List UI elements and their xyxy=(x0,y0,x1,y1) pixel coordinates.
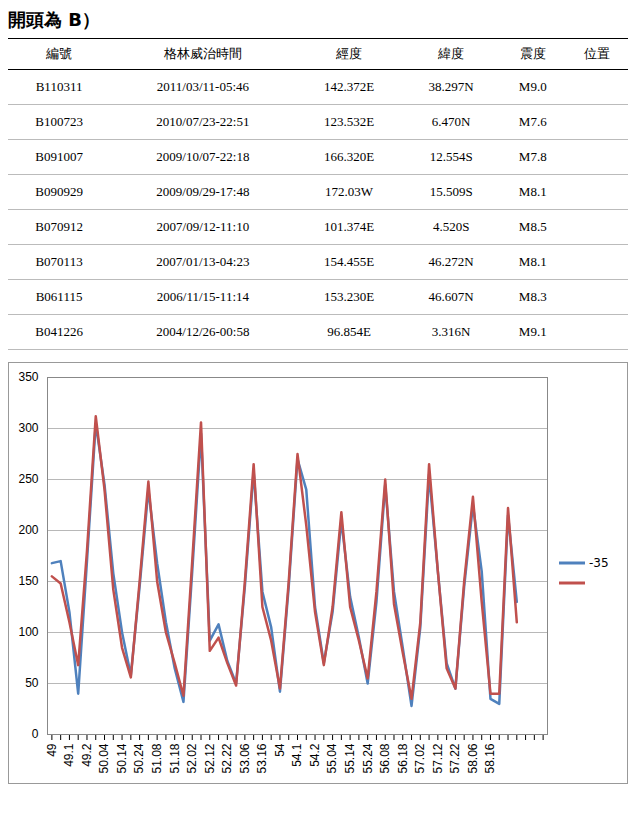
html-text:38.297N: 38.297N xyxy=(428,79,474,94)
svg-text:54.1: 54.1 xyxy=(290,743,304,767)
html-text:172.03W: 172.03W xyxy=(325,184,374,199)
html-text:2009/10/07-22:18: 2009/10/07-22:18 xyxy=(156,149,250,164)
svg-text:57.02: 57.02 xyxy=(413,743,427,773)
html-text:2011/03/11-05:46: 2011/03/11-05:46 xyxy=(156,79,249,94)
html-text:M8.1: M8.1 xyxy=(518,254,547,269)
svg-text:54.2: 54.2 xyxy=(308,743,322,767)
svg-text:300: 300 xyxy=(18,421,38,435)
svg-text:350: 350 xyxy=(18,370,38,384)
svg-text:55.04: 55.04 xyxy=(325,743,339,773)
html-text:2004/12/26-00:58: 2004/12/26-00:58 xyxy=(156,324,250,339)
svg-text:56.18: 56.18 xyxy=(396,743,410,773)
svg-text:55.24: 55.24 xyxy=(361,743,375,773)
html-text:B070113: B070113 xyxy=(35,254,83,269)
html-text:46.607N: 46.607N xyxy=(428,289,474,304)
html-text:開頭為 B）: 開頭為 B） xyxy=(8,9,100,30)
html-text:B070912: B070912 xyxy=(35,219,83,234)
html-text:2009/09/29-17:48: 2009/09/29-17:48 xyxy=(156,184,250,199)
html-text:46.272N: 46.272N xyxy=(428,254,474,269)
svg-text:56.08: 56.08 xyxy=(378,743,392,773)
html-text:6.470N: 6.470N xyxy=(431,114,471,129)
html-text:153.230E: 153.230E xyxy=(324,289,375,304)
svg-text:52.02: 52.02 xyxy=(185,743,199,773)
html-text:154.455E: 154.455E xyxy=(324,254,375,269)
svg-text:55.14: 55.14 xyxy=(343,743,357,773)
svg-text:51.18: 51.18 xyxy=(168,743,182,773)
svg-text:57.22: 57.22 xyxy=(448,743,462,773)
html-text:M8.1: M8.1 xyxy=(518,184,547,199)
html-text:編號: 編號 xyxy=(46,46,72,61)
html-text:15.509S: 15.509S xyxy=(429,184,473,199)
html-text:4.520S: 4.520S xyxy=(432,219,470,234)
html-text:2010/07/23-22:51: 2010/07/23-22:51 xyxy=(156,114,250,129)
html-text:B061115: B061115 xyxy=(35,289,83,304)
svg-text:49: 49 xyxy=(45,743,59,757)
html-text:B110311: B110311 xyxy=(35,79,83,94)
svg-text:57.12: 57.12 xyxy=(431,743,445,773)
html-text:格林威治時間: 格林威治時間 xyxy=(163,46,242,61)
svg-text:52.22: 52.22 xyxy=(220,743,234,773)
html-text:123.532E: 123.532E xyxy=(324,114,375,129)
html-text:B100723: B100723 xyxy=(35,114,83,129)
svg-text:250: 250 xyxy=(18,472,38,486)
html-text:2007/01/13-04:23: 2007/01/13-04:23 xyxy=(156,254,250,269)
html-text:166.320E: 166.320E xyxy=(324,149,375,164)
svg-text:0: 0 xyxy=(32,727,39,741)
svg-text:50: 50 xyxy=(25,676,39,690)
html-text:位置: 位置 xyxy=(583,46,610,61)
html-text:M9.0: M9.0 xyxy=(518,79,547,94)
html-text:96.854E: 96.854E xyxy=(327,324,371,339)
svg-text:200: 200 xyxy=(18,523,38,537)
svg-text:50.24: 50.24 xyxy=(132,743,146,773)
html-text:M9.1: M9.1 xyxy=(518,324,547,339)
html-text:12.554S: 12.554S xyxy=(429,149,473,164)
svg-text:50.14: 50.14 xyxy=(115,743,129,773)
html-text:M8.5: M8.5 xyxy=(518,219,547,234)
svg-text:58.16: 58.16 xyxy=(483,743,497,773)
html-text:101.374E: 101.374E xyxy=(324,219,375,234)
svg-text:53.16: 53.16 xyxy=(255,743,269,773)
html-text:142.372E: 142.372E xyxy=(324,79,375,94)
html-text:B090929: B090929 xyxy=(35,184,83,199)
svg-text:51.08: 51.08 xyxy=(150,743,164,773)
html-text:M7.8: M7.8 xyxy=(518,149,547,164)
svg-text:53.06: 53.06 xyxy=(238,743,252,773)
html-text:M8.3: M8.3 xyxy=(518,289,547,304)
html-text:經度: 經度 xyxy=(336,46,363,61)
svg-text:49.2: 49.2 xyxy=(80,743,94,767)
html-text:緯度: 緯度 xyxy=(438,46,465,61)
svg-text:150: 150 xyxy=(18,574,38,588)
svg-text:54: 54 xyxy=(273,743,287,757)
html-text:-35: -35 xyxy=(589,556,609,570)
html-text:B041226: B041226 xyxy=(35,324,83,339)
svg-text:58.06: 58.06 xyxy=(466,743,480,773)
html-text:2007/09/12-11:10: 2007/09/12-11:10 xyxy=(156,219,250,234)
html-text:3.316N: 3.316N xyxy=(431,324,471,339)
html-text:2006/11/15-11:14: 2006/11/15-11:14 xyxy=(156,289,249,304)
svg-text:50.04: 50.04 xyxy=(97,743,111,773)
svg-text:52.12: 52.12 xyxy=(203,743,217,773)
html-text:M7.6: M7.6 xyxy=(518,114,547,129)
svg-text:100: 100 xyxy=(18,625,38,639)
html-text:B091007: B091007 xyxy=(35,149,83,164)
html-text:震度: 震度 xyxy=(519,46,546,61)
svg-text:49.1: 49.1 xyxy=(62,743,76,767)
